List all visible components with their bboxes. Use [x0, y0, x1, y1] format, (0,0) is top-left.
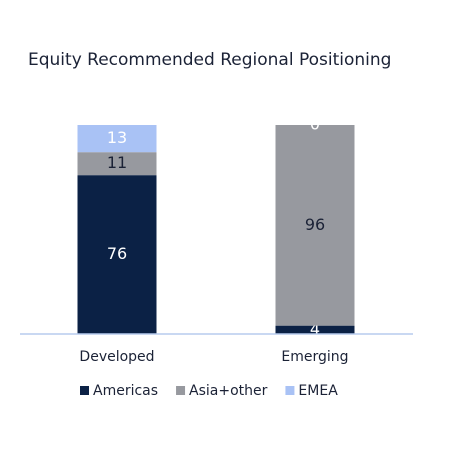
bar-segment — [77, 152, 157, 176]
data-label: 0 — [310, 115, 320, 134]
bar-segment — [275, 325, 355, 334]
data-label: 13 — [107, 128, 127, 147]
bar-segment — [77, 175, 157, 334]
data-label: 11 — [107, 153, 127, 172]
x-tick-label: Emerging — [281, 349, 348, 365]
data-label: 4 — [310, 319, 320, 338]
data-label: 96 — [305, 215, 325, 234]
legend-swatch — [285, 386, 295, 395]
bar-segment — [275, 125, 355, 326]
legend-swatch — [80, 386, 89, 395]
legend-label: Americas — [93, 383, 158, 399]
x-tick-label: Developed — [79, 349, 154, 365]
bar-segment — [77, 125, 157, 153]
legend-label: Asia+other — [189, 383, 268, 399]
chart-title: Equity Recommended Regional Positioning — [28, 50, 391, 70]
legend-swatch — [176, 386, 186, 395]
data-label: 76 — [107, 244, 127, 263]
legend-label: EMEA — [298, 383, 338, 399]
